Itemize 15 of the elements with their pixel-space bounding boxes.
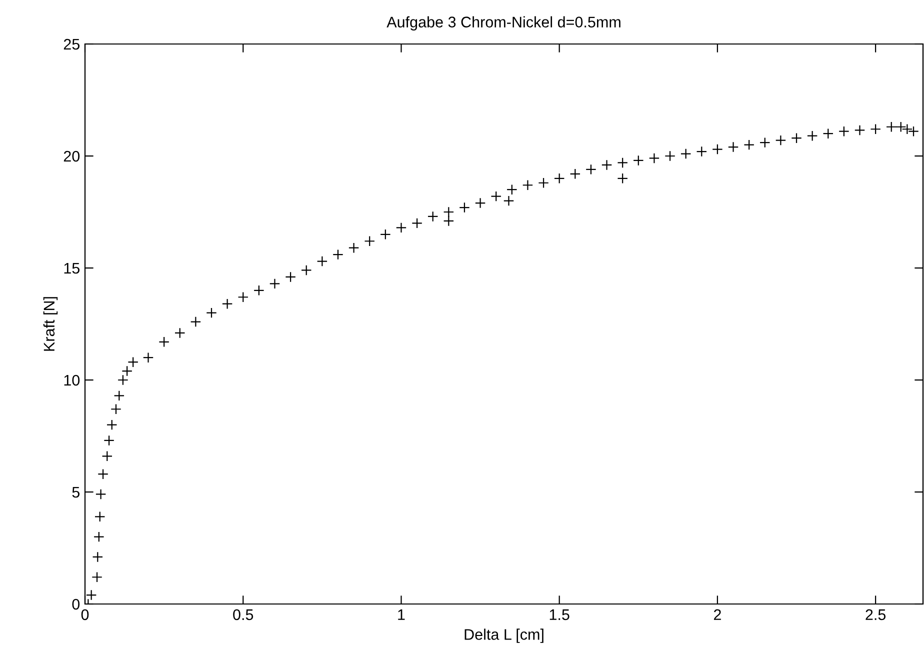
y-tick-label: 10 [64,374,80,386]
x-tick-label: 1.5 [550,609,570,620]
y-tick-label: 20 [64,150,80,162]
x-tick-label: 0.5 [233,609,254,620]
x-tick-label: 2 [714,609,721,620]
y-tick-label: 0 [72,598,80,610]
x-tick-label: 0 [81,609,89,620]
y-axis-title: Kraft [N] [43,297,58,351]
y-tick-label: 25 [64,38,80,50]
x-tick-label: 1 [398,609,405,620]
y-tick-label: 5 [72,487,80,498]
x-tick-label: 2.5 [866,609,886,620]
y-tick-label: 15 [64,263,80,274]
chart-title: Aufgabe 3 Chrom-Nickel d=0.5mm [386,16,620,31]
x-axis-title: Delta L [cm] [464,628,544,643]
